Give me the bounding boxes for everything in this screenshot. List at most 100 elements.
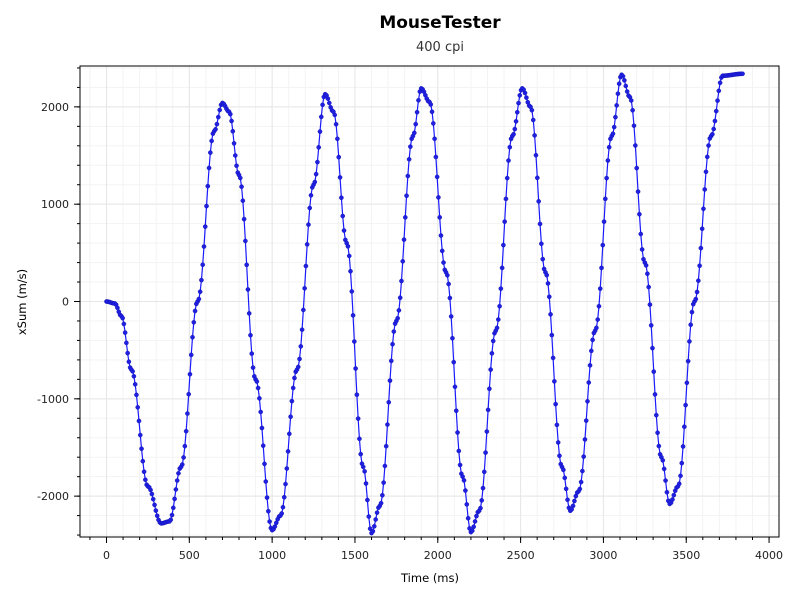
data-point: [355, 416, 361, 421]
data-point: [661, 466, 667, 472]
data-point: [446, 281, 451, 287]
data-point: [484, 429, 490, 434]
data-point: [441, 260, 446, 265]
data-point: [197, 289, 203, 295]
data-point: [150, 496, 156, 502]
data-point: [597, 286, 603, 291]
data-point: [185, 411, 190, 416]
x-tick-label: 0: [103, 549, 110, 562]
data-point: [589, 348, 594, 354]
data-point: [180, 462, 185, 467]
data-point: [548, 312, 553, 317]
data-point: [340, 213, 346, 219]
data-point: [447, 295, 453, 301]
data-point: [506, 158, 511, 163]
data-point: [699, 226, 705, 232]
data-point: [230, 128, 236, 134]
data-point: [246, 311, 252, 316]
data-point: [450, 335, 455, 341]
data-point: [655, 430, 660, 436]
data-point: [140, 458, 146, 464]
data-point: [550, 355, 556, 361]
data-point: [352, 339, 357, 344]
data-point: [367, 526, 373, 531]
data-point: [583, 418, 589, 423]
data-point: [346, 253, 352, 259]
data-point: [546, 294, 552, 300]
data-point: [412, 130, 417, 136]
data-point: [488, 367, 493, 372]
x-tick-label: 4000: [755, 549, 783, 562]
data-point: [660, 458, 666, 463]
data-point: [590, 337, 595, 343]
data-point: [204, 203, 209, 209]
data-point: [503, 196, 509, 202]
data-point: [192, 308, 198, 314]
data-point: [345, 244, 351, 249]
data-point: [639, 247, 645, 252]
data-point: [380, 492, 385, 498]
data-point: [524, 95, 529, 100]
y-tick-label: 1000: [41, 198, 69, 211]
data-point: [315, 159, 320, 165]
data-point: [594, 325, 599, 331]
data-point: [188, 352, 194, 358]
data-point: [169, 512, 175, 518]
data-point: [205, 183, 211, 189]
data-point: [135, 404, 141, 410]
data-point: [154, 513, 160, 519]
data-point: [182, 443, 188, 449]
data-point: [136, 418, 142, 424]
data-point: [308, 193, 314, 198]
data-point: [317, 129, 323, 134]
data-point: [438, 233, 444, 238]
major-gridlines: [80, 66, 779, 537]
data-point: [366, 514, 372, 519]
data-point: [115, 305, 120, 311]
data-point: [429, 109, 435, 115]
data-point: [603, 196, 608, 202]
data-point: [287, 431, 292, 437]
data-point: [582, 437, 588, 442]
data-point: [511, 131, 516, 137]
data-point: [318, 114, 324, 120]
x-tick-label: 500: [179, 549, 200, 562]
data-point: [120, 315, 125, 321]
data-point: [740, 71, 745, 77]
data-point: [132, 381, 138, 387]
data-point: [513, 119, 519, 124]
data-point: [234, 163, 239, 169]
data-point: [279, 511, 285, 516]
data-point: [555, 440, 561, 445]
data-point: [611, 124, 617, 130]
data-point: [445, 272, 450, 278]
y-tick-label: 0: [62, 296, 69, 309]
data-point: [682, 424, 687, 430]
data-point: [561, 467, 566, 473]
data-point: [149, 491, 155, 497]
data-point: [604, 175, 609, 181]
data-point: [562, 475, 568, 481]
data-point: [373, 517, 378, 522]
data-point: [263, 479, 269, 484]
data-point: [586, 380, 592, 385]
data-point: [540, 256, 546, 262]
data-point: [680, 444, 686, 449]
data-point: [553, 401, 558, 407]
data-point: [711, 126, 716, 132]
data-point: [678, 473, 683, 479]
data-point: [530, 117, 536, 123]
data-point: [121, 321, 127, 327]
data-point: [325, 96, 331, 101]
data-point: [213, 127, 218, 132]
data-point: [201, 244, 207, 249]
data-point: [257, 396, 262, 401]
data-point: [704, 154, 710, 160]
data-point: [628, 98, 634, 103]
data-point: [241, 216, 247, 222]
data-point: [687, 339, 692, 344]
data-point: [139, 446, 144, 452]
data-point: [229, 118, 234, 124]
data-point: [316, 145, 322, 150]
data-point: [487, 386, 492, 392]
